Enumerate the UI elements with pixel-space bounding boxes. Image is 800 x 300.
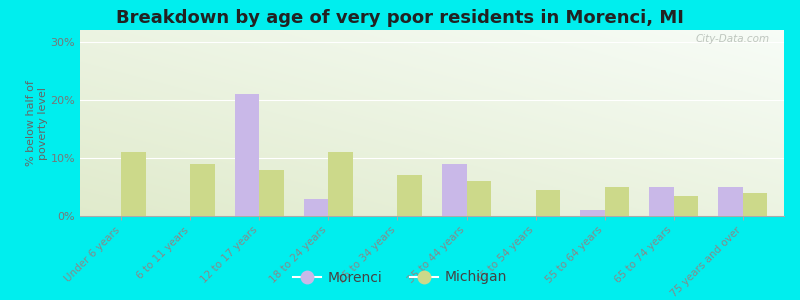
Bar [580,210,605,216]
Bar [329,152,353,216]
Bar [190,164,214,216]
Bar [742,193,766,216]
Y-axis label: % below half of
poverty level: % below half of poverty level [26,80,48,166]
Bar [398,175,422,216]
Bar [605,187,629,216]
Bar [535,190,560,216]
Bar [122,152,146,216]
Bar [466,181,490,216]
Legend: Morenci, Michigan: Morenci, Michigan [287,265,513,290]
Bar [674,196,698,216]
Text: City-Data.com: City-Data.com [696,34,770,44]
Bar [259,169,284,216]
Bar [650,187,674,216]
Bar [304,199,329,216]
Bar [235,94,259,216]
Bar [442,164,466,216]
Text: Breakdown by age of very poor residents in Morenci, MI: Breakdown by age of very poor residents … [116,9,684,27]
Bar [718,187,742,216]
